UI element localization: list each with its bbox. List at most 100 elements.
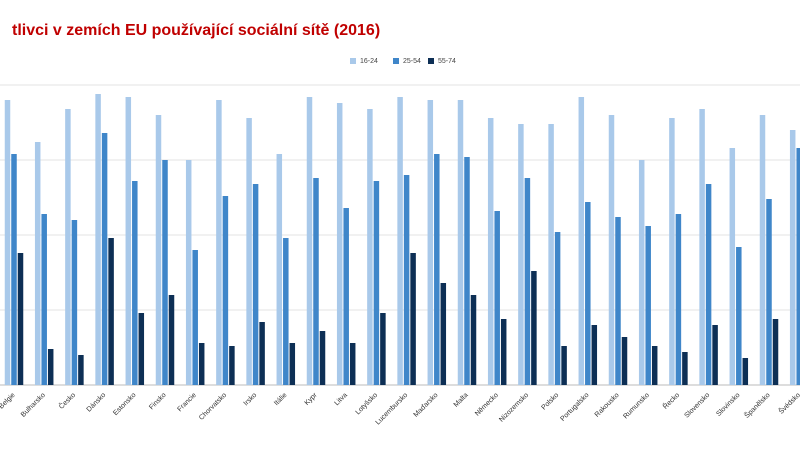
bar [252,184,259,385]
bar [283,238,289,385]
bar [410,253,416,385]
bar [380,313,386,385]
legend-swatch [428,58,434,64]
bar [95,94,101,385]
legend-swatch [393,58,399,64]
bar [65,109,71,385]
bar [608,115,615,385]
x-tick-label: Řecko [661,390,681,410]
x-tick-label: Chorvatsko [198,392,228,422]
bar [500,319,507,385]
bar [766,199,772,385]
bar [772,319,779,385]
bar [518,124,524,385]
bar [434,154,440,385]
bar [651,346,658,385]
x-tick-label: Estonsko [112,392,137,417]
bar [705,184,712,385]
bar [11,154,17,385]
x-tick-label: Slovensko [684,392,712,420]
bar [621,337,628,385]
chart-title: tlivci v zemích EU používající sociální … [12,22,380,39]
bar [578,97,585,385]
x-tick-label: Irsko [243,392,259,408]
bar [554,232,561,385]
bar [645,226,651,385]
legend-label: 55-74 [438,58,456,65]
x-tick-label: Bulharsko [20,392,47,419]
bar [427,100,434,385]
bar [313,178,319,385]
bar [759,115,766,385]
x-tick-label: Španělsko [742,390,772,420]
x-tick-label: Polsko [541,392,561,412]
bar [585,202,591,385]
bar [591,325,598,385]
bar [457,100,464,385]
bar [198,343,205,385]
bar [464,157,470,385]
bar [440,283,447,385]
bar [682,352,688,385]
x-tick-label: Kypr [304,391,320,407]
bar [796,148,800,385]
x-tick-label: Rakousko [594,392,621,419]
x-tick-label: Lucembursko [375,392,410,427]
bar [349,343,356,385]
bar [373,181,380,385]
x-tick-label: Malta [453,392,470,409]
bar [789,130,796,385]
bar [132,181,138,385]
bar [192,250,198,385]
bar [4,100,11,385]
bar [78,355,84,385]
x-tick-label: Nizozemsko [498,392,530,424]
legend-label: 25-54 [403,58,421,65]
x-tick-label: Rumunsko [622,392,651,421]
bar [289,343,296,385]
bar [531,271,537,385]
x-tick-label: Česko [57,390,77,410]
x-tick-label: Portugalsko [559,392,590,423]
bar [343,208,349,385]
bar [47,349,54,385]
x-tick-label: Švédsko [777,390,800,415]
bar [638,160,645,385]
bar [246,118,252,385]
bar [319,331,326,385]
x-tick-label: Dánsko [86,392,108,414]
bar [222,196,229,385]
bar [736,247,742,385]
bar [306,97,313,385]
bar [729,148,736,385]
bar [470,295,477,385]
bar [615,217,621,385]
bar [742,358,749,385]
legend-swatch [350,58,356,64]
bar [155,115,162,385]
bar [675,214,682,385]
bar [367,109,373,385]
x-tick-label: Litva [334,392,349,407]
bar [524,178,531,385]
bar [185,160,192,385]
bar [494,211,500,385]
bar [397,97,403,385]
bar [101,133,108,385]
x-tick-label: Německo [474,392,500,418]
bar [548,124,554,385]
bar [216,100,222,385]
legend-label: 16-24 [360,58,378,65]
bar [41,214,47,385]
bar [125,97,132,385]
bar [561,346,567,385]
bar [259,322,265,385]
bar [403,175,410,385]
bar [162,160,168,385]
x-tick-label: Slovinsko [715,392,741,418]
x-tick-label: Francie [176,392,198,414]
bar [34,142,41,385]
bar [138,313,145,385]
